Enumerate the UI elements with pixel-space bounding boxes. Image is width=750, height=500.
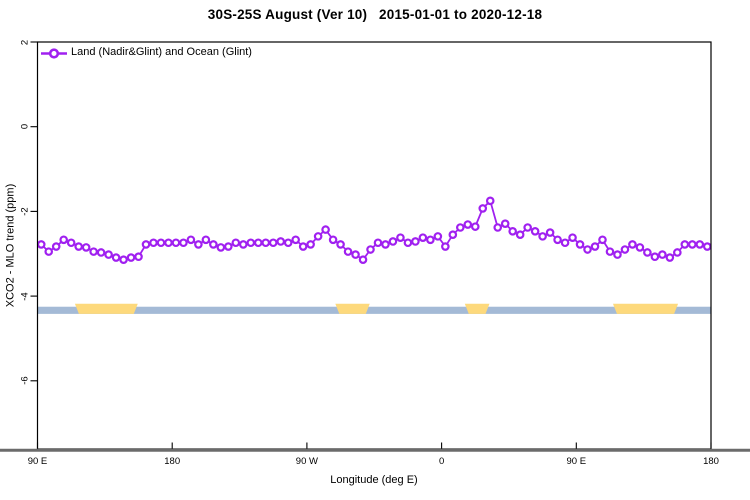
y-tick-label: 2 [19,39,31,45]
chart-title: 30S-25S August (Ver 10) 2015-01-01 to 20… [207,7,543,22]
land-ocean-band [37,303,711,314]
data-series-line [36,196,712,264]
x-tick-label: 90 W [295,456,318,467]
x-tick-label: 90 E [27,456,48,467]
y-axis-title: XCO2 - MLO trend (ppm) [4,183,17,308]
x-axis-title: Longitude (deg E) [330,474,418,486]
x-tick-label: 0 [438,456,445,467]
y-tick-label: -2 [19,207,31,216]
y-tick-label: -4 [19,291,31,301]
legend-marker [41,48,67,59]
y-tick-label: -6 [19,376,31,386]
legend-label: Land (Nadir&Glint) and Ocean (Glint) [71,46,252,58]
plot-border [0,41,750,452]
x-tick-label: 90 E [566,456,587,467]
y-tick-label: 0 [19,124,31,130]
x-tick-label: 180 [703,456,719,467]
x-tick-label: 180 [164,456,181,467]
